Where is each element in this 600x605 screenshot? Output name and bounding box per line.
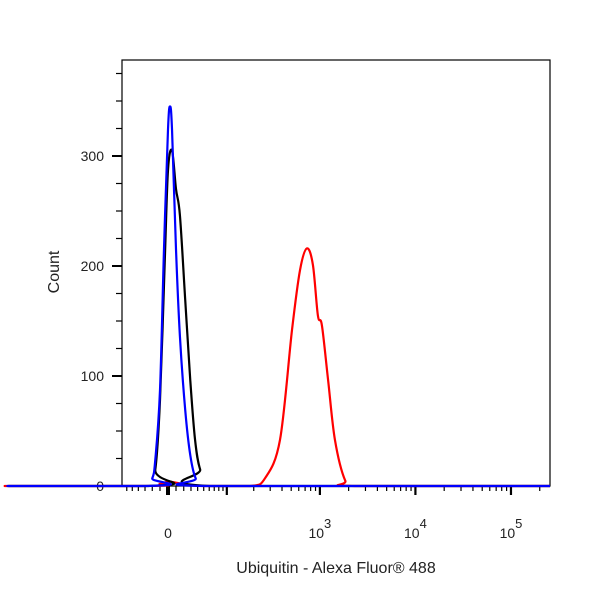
- y-tick-label: 300: [81, 148, 105, 164]
- y-tick-label: 100: [81, 368, 105, 384]
- series-layer: [3, 105, 550, 488]
- y-axis-label: Count: [46, 250, 63, 293]
- x-tick-label: 103: [308, 516, 331, 541]
- y-tick-label: 200: [81, 258, 105, 274]
- x-tick-label: 0: [164, 525, 172, 541]
- x-axis-label: Ubiquitin - Alexa Fluor® 488: [236, 560, 436, 577]
- x-tick-label: 105: [500, 516, 523, 541]
- series-line-0: [6, 105, 550, 488]
- x-axis: 0 103 104 105: [126, 486, 541, 541]
- x-tick-label: 104: [404, 516, 427, 541]
- series-line-2: [3, 247, 550, 488]
- series-line-1: [7, 148, 550, 488]
